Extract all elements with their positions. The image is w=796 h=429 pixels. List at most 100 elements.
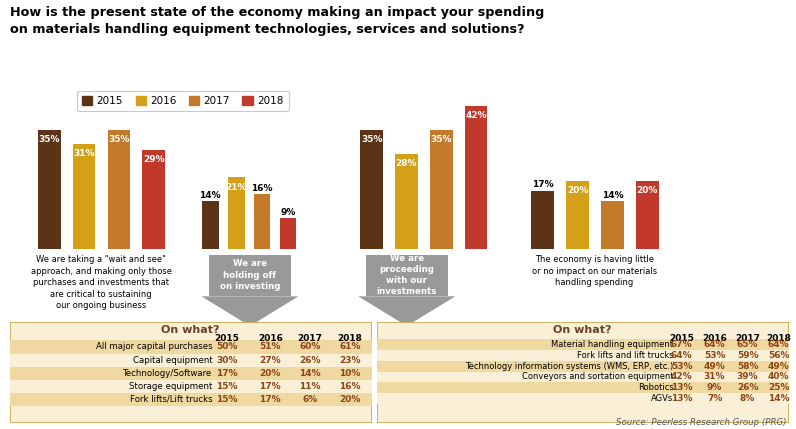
Text: 60%: 60%	[299, 342, 321, 351]
Text: We are
proceeding
with our
investments: We are proceeding with our investments	[377, 254, 437, 296]
Text: 2016: 2016	[702, 334, 727, 343]
FancyBboxPatch shape	[377, 382, 789, 393]
Text: 16%: 16%	[339, 382, 361, 391]
Bar	[202, 201, 219, 249]
Text: 35%: 35%	[108, 135, 130, 144]
Text: 21%: 21%	[225, 183, 247, 192]
Bar	[38, 130, 60, 249]
Bar	[636, 181, 658, 249]
Text: 10%: 10%	[339, 369, 361, 378]
Text: 20%: 20%	[259, 369, 281, 378]
Text: 31%: 31%	[73, 148, 95, 157]
Text: 2017: 2017	[298, 334, 322, 343]
FancyBboxPatch shape	[377, 372, 789, 382]
Text: Material handling equipment: Material handling equipment	[552, 340, 673, 349]
Text: 14%: 14%	[299, 369, 321, 378]
Text: Technology information systems (WMS, ERP, etc.): Technology information systems (WMS, ERP…	[465, 362, 673, 371]
Text: 17%: 17%	[259, 395, 281, 404]
Text: 8%: 8%	[740, 394, 755, 403]
Text: Storage equipment: Storage equipment	[129, 382, 213, 391]
Text: 42%: 42%	[466, 111, 487, 120]
Text: 2018: 2018	[766, 334, 791, 343]
Text: 35%: 35%	[361, 135, 382, 144]
Text: 65%: 65%	[737, 340, 759, 349]
FancyBboxPatch shape	[377, 339, 789, 350]
Bar	[395, 154, 418, 249]
Text: 2016: 2016	[258, 334, 283, 343]
Bar	[279, 218, 296, 249]
Text: 13%: 13%	[671, 394, 693, 403]
Text: 59%: 59%	[737, 351, 759, 360]
Text: 20%: 20%	[567, 186, 588, 195]
Text: 26%: 26%	[299, 356, 321, 365]
Text: 67%: 67%	[671, 340, 693, 349]
Bar	[532, 191, 554, 249]
FancyBboxPatch shape	[377, 361, 789, 372]
Text: 40%: 40%	[768, 372, 790, 381]
FancyBboxPatch shape	[10, 367, 372, 380]
Text: 20%: 20%	[637, 186, 658, 195]
Text: 17%: 17%	[216, 369, 238, 378]
Polygon shape	[201, 296, 298, 326]
Text: We are
holding off
on investing: We are holding off on investing	[220, 260, 280, 291]
Text: 35%: 35%	[431, 135, 452, 144]
Bar	[72, 144, 96, 249]
FancyBboxPatch shape	[10, 380, 372, 393]
Text: 35%: 35%	[38, 135, 60, 144]
Text: 49%: 49%	[704, 362, 725, 371]
Text: 39%: 39%	[737, 372, 759, 381]
FancyBboxPatch shape	[377, 393, 789, 404]
Text: 51%: 51%	[259, 342, 281, 351]
Text: 42%: 42%	[671, 372, 693, 381]
Text: Conveyors and sortation equipment: Conveyors and sortation equipment	[521, 372, 673, 381]
Text: 26%: 26%	[737, 383, 759, 392]
Bar	[465, 106, 487, 249]
Bar	[566, 181, 589, 249]
Text: 16%: 16%	[252, 184, 273, 193]
Bar	[601, 201, 624, 249]
Text: 9%: 9%	[707, 383, 722, 392]
Text: 2015: 2015	[669, 334, 694, 343]
Text: 2017: 2017	[735, 334, 760, 343]
Text: 64%: 64%	[767, 340, 790, 349]
Text: 31%: 31%	[704, 372, 725, 381]
Text: Fork lifts/Lift trucks: Fork lifts/Lift trucks	[130, 395, 213, 404]
Text: 2018: 2018	[338, 334, 362, 343]
Text: 15%: 15%	[216, 382, 238, 391]
Bar	[430, 130, 453, 249]
Text: 9%: 9%	[280, 208, 295, 217]
Text: The economy is having little
or no impact on our materials
handling spending: The economy is having little or no impac…	[532, 255, 657, 287]
Text: 27%: 27%	[259, 356, 281, 365]
Text: 23%: 23%	[339, 356, 361, 365]
Text: Capital equipment: Capital equipment	[133, 356, 213, 365]
Text: 14%: 14%	[767, 394, 790, 403]
Text: 53%: 53%	[671, 362, 693, 371]
FancyBboxPatch shape	[10, 322, 372, 423]
Text: 15%: 15%	[216, 395, 238, 404]
Text: 56%: 56%	[768, 351, 790, 360]
Text: 30%: 30%	[217, 356, 237, 365]
Text: On what?: On what?	[553, 325, 612, 335]
Text: How is the present state of the economy making an impact your spending
on materi: How is the present state of the economy …	[10, 6, 544, 36]
Text: 49%: 49%	[767, 362, 790, 371]
Text: 58%: 58%	[737, 362, 759, 371]
Legend: 2015, 2016, 2017, 2018: 2015, 2016, 2017, 2018	[77, 91, 289, 112]
Bar	[107, 130, 131, 249]
Text: 17%: 17%	[259, 382, 281, 391]
Text: 17%: 17%	[532, 180, 553, 189]
Text: 61%: 61%	[339, 342, 361, 351]
Text: 28%: 28%	[396, 159, 417, 168]
Text: 14%: 14%	[200, 190, 221, 199]
Text: Robotics: Robotics	[638, 383, 673, 392]
Polygon shape	[366, 255, 447, 296]
FancyBboxPatch shape	[10, 340, 372, 353]
Text: 25%: 25%	[768, 383, 790, 392]
Text: 50%: 50%	[217, 342, 237, 351]
Text: 13%: 13%	[671, 383, 693, 392]
Bar	[254, 194, 271, 249]
Text: Fork lifts and lift trucks: Fork lifts and lift trucks	[577, 351, 673, 360]
Text: 20%: 20%	[339, 395, 361, 404]
FancyBboxPatch shape	[377, 350, 789, 361]
Text: 7%: 7%	[707, 394, 722, 403]
Text: AGVs: AGVs	[651, 394, 673, 403]
